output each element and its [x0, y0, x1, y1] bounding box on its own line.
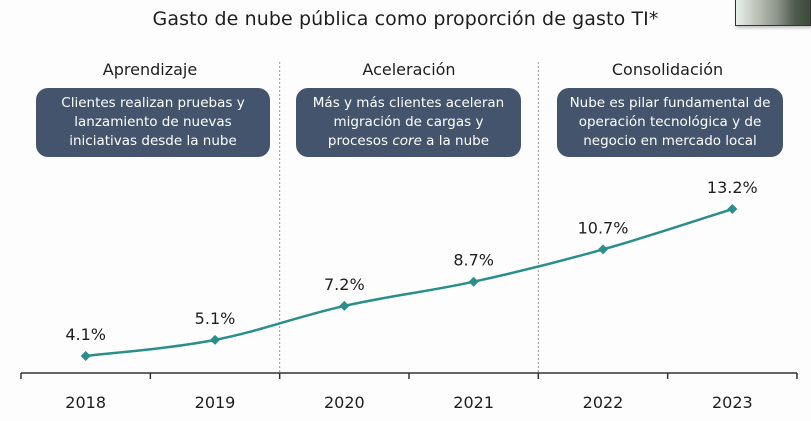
data-point-marker [210, 334, 220, 345]
data-point-marker [80, 351, 91, 361]
phase-box-line: lanzamiento de nuevas [74, 114, 232, 130]
chart-title: Gasto de nube pública como proporción de… [152, 8, 659, 30]
x-tick-label: 2023 [712, 393, 753, 412]
data-label: 7.2% [324, 275, 365, 294]
phase-label-aprendizaje: Aprendizaje [102, 60, 198, 79]
phase-label-consolidacion: Consolidación [611, 60, 724, 79]
phase-box-line: negocio en mercado local [583, 133, 757, 149]
phase-box-aceleracion: Más y más clientes aceleran migración de… [296, 88, 521, 157]
x-tick-label: 2021 [453, 393, 494, 412]
data-point-marker [339, 300, 350, 311]
phase-box-line: procesos core a la nube [327, 133, 490, 149]
data-label: 8.7% [453, 251, 494, 270]
phase-box-consolidacion: Nube es pilar fundamental de operación t… [557, 88, 783, 157]
data-label: 5.1% [195, 309, 236, 328]
x-tick-label: 2022 [583, 393, 624, 412]
phase-box-line: iniciativas desde la nube [69, 133, 237, 149]
x-tick-label: 2020 [324, 393, 365, 412]
phase-label-aceleracion: Aceleración [362, 60, 456, 79]
phase-box-line: Nube es pilar fundamental de [569, 95, 771, 111]
x-tick-label: 2018 [65, 393, 106, 412]
phase-box-line: migración de cargas y [333, 114, 484, 130]
data-point-marker [598, 244, 608, 255]
phase-box-line: Clientes realizan pruebas y [61, 95, 245, 111]
data-point-marker [468, 276, 479, 287]
data-label: 13.2% [707, 178, 758, 197]
data-label: 10.7% [578, 218, 629, 237]
data-label: 4.1% [65, 325, 106, 344]
phase-box-line: operación tecnológica y de [578, 114, 762, 130]
video-thumbnail[interactable] [735, 0, 811, 26]
x-tick-label: 2019 [195, 393, 236, 412]
italic-term: core [392, 133, 422, 149]
phase-box-line: Más y más clientes aceleran [312, 95, 505, 111]
phase-box-aprendizaje: Clientes realizan pruebas y lanzamiento … [36, 88, 270, 157]
data-point-marker [727, 204, 738, 215]
series-line [85, 207, 733, 358]
